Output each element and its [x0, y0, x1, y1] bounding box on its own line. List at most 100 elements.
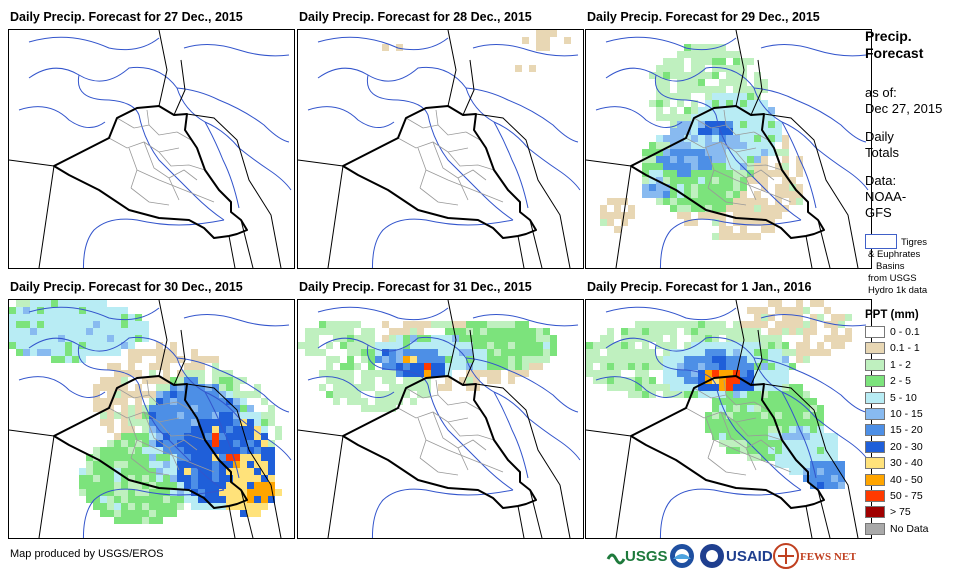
precip-cell: [740, 398, 747, 405]
precip-cell: [691, 377, 698, 384]
precip-cell: [733, 356, 740, 363]
precip-cell: [247, 503, 254, 510]
precip-cell: [705, 363, 712, 370]
precip-cell: [747, 419, 754, 426]
precip-cell: [719, 219, 726, 226]
precip-cell: [635, 391, 642, 398]
precip-cell: [261, 419, 268, 426]
precip-cell: [775, 433, 782, 440]
precip-cell: [93, 398, 100, 405]
usgs-logo: USGS: [606, 548, 668, 565]
precip-cell: [719, 384, 726, 391]
precip-cell: [747, 384, 754, 391]
precip-cell: [417, 342, 424, 349]
precip-cell: [733, 233, 740, 240]
precip-cell: [135, 335, 142, 342]
precip-cell: [212, 447, 219, 454]
admin-boundary: [136, 169, 215, 203]
precip-cell: [508, 321, 515, 328]
precip-cell: [705, 170, 712, 177]
basin-boundary: [760, 44, 867, 57]
neighbor-border: [186, 383, 282, 538]
precip-cell: [747, 170, 754, 177]
precip-cell: [817, 440, 824, 447]
precip-cell: [347, 349, 354, 356]
precip-cell: [656, 65, 663, 72]
precip-cell: [494, 321, 501, 328]
precip-cell: [712, 405, 719, 412]
admin-boundary: [397, 407, 469, 423]
precip-cell: [698, 163, 705, 170]
basin-boundary: [372, 218, 514, 268]
precip-cell: [121, 398, 128, 405]
precip-cell: [261, 496, 268, 503]
precip-cell: [93, 391, 100, 398]
precip-cell: [726, 342, 733, 349]
precip-cell: [100, 510, 107, 517]
precip-cell: [810, 440, 817, 447]
precip-cell: [170, 405, 177, 412]
precip-cell: [128, 433, 135, 440]
precip-cell: [205, 461, 212, 468]
precip-cell: [726, 433, 733, 440]
precip-cell: [782, 412, 789, 419]
precip-cell: [487, 349, 494, 356]
precip-cell: [838, 461, 845, 468]
precip-cell: [142, 377, 149, 384]
precip-cell: [30, 349, 37, 356]
precip-cell: [600, 363, 607, 370]
precip-cell: [803, 328, 810, 335]
precip-cell: [635, 384, 642, 391]
precip-cell: [747, 377, 754, 384]
precip-cell: [268, 468, 275, 475]
precip-cell: [522, 37, 529, 44]
precip-cell: [754, 121, 761, 128]
precip-cell: [515, 356, 522, 363]
precip-cell: [712, 170, 719, 177]
precip-cell: [712, 321, 719, 328]
precip-cell: [733, 205, 740, 212]
precip-cell: [782, 142, 789, 149]
precip-cell: [747, 398, 754, 405]
precip-cell: [86, 321, 93, 328]
precip-cell: [712, 58, 719, 65]
precip-cell: [698, 79, 705, 86]
precip-cell: [275, 426, 282, 433]
precip-cell: [663, 86, 670, 93]
precip-cell: [240, 447, 247, 454]
precip-cell: [501, 328, 508, 335]
precip-cell: [719, 419, 726, 426]
precip-cell: [796, 170, 803, 177]
precip-cell: [480, 349, 487, 356]
precip-cell: [114, 363, 121, 370]
precip-cell: [93, 454, 100, 461]
precip-cell: [712, 100, 719, 107]
precip-cell: [424, 377, 431, 384]
basin-boundary: [317, 66, 529, 209]
precip-cell: [198, 356, 205, 363]
precip-cell: [417, 335, 424, 342]
precip-cell: [761, 149, 768, 156]
precip-cell: [838, 342, 845, 349]
precip-cell: [740, 58, 747, 65]
precip-cell: [205, 398, 212, 405]
precip-cell: [782, 191, 789, 198]
precip-cell: [135, 454, 142, 461]
precip-cell: [333, 377, 340, 384]
precip-cell: [100, 419, 107, 426]
precip-cell: [607, 377, 614, 384]
precip-cell: [149, 440, 156, 447]
precip-cell: [768, 384, 775, 391]
precip-cell: [698, 321, 705, 328]
admin-boundary: [707, 187, 747, 206]
precip-cell: [726, 426, 733, 433]
precip-cell: [170, 503, 177, 510]
precip-cell: [86, 475, 93, 482]
precip-cell: [586, 349, 593, 356]
precip-cell: [23, 342, 30, 349]
precip-cell: [163, 468, 170, 475]
precip-cell: [128, 349, 135, 356]
precip-cell: [796, 198, 803, 205]
precip-cell: [347, 370, 354, 377]
precip-cell: [775, 163, 782, 170]
